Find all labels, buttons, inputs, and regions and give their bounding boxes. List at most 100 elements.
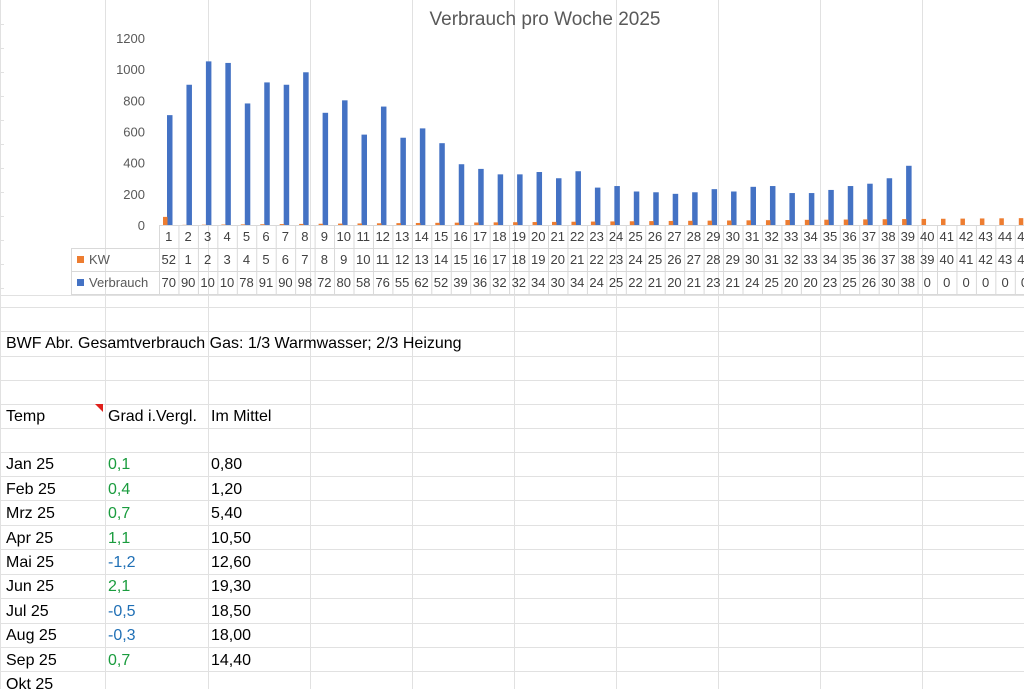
kw-bar[interactable] [1018,218,1024,225]
kw-bar[interactable] [163,216,168,225]
verbrauch-bar[interactable] [322,112,329,225]
month-cell[interactable]: Apr 25 [6,530,54,547]
grad-cell[interactable]: -1,2 [108,554,136,571]
grad-cell[interactable]: -0,5 [108,603,136,620]
kw-bar[interactable] [357,223,363,225]
kw-bar[interactable] [960,218,965,225]
kw-bar[interactable] [902,219,907,225]
verbrauch-bar[interactable] [750,186,757,225]
kw-bar[interactable] [882,219,888,225]
verbrauch-bar[interactable] [342,100,348,225]
kw-bar[interactable] [824,219,829,225]
verbrauch-bar[interactable] [653,192,659,225]
kw-bar[interactable] [552,221,557,225]
mittel-cell[interactable]: 0,80 [211,456,243,473]
mittel-cell[interactable]: 14,40 [211,652,252,669]
kw-bar[interactable] [921,218,927,225]
kw-bar[interactable] [843,219,849,225]
verbrauch-bar[interactable] [225,62,231,225]
month-cell[interactable]: Jul 25 [6,603,49,620]
verbrauch-bar[interactable] [380,106,387,225]
verbrauch-bar[interactable] [867,183,873,225]
kw-bar[interactable] [532,222,538,225]
mittel-cell[interactable]: 18,50 [211,603,252,620]
verbrauch-bar[interactable] [244,103,251,225]
kw-bar[interactable] [240,224,246,226]
kw-bar[interactable] [863,219,868,225]
kw-bar[interactable] [318,223,324,225]
weekly-consumption-chart[interactable]: Verbrauch pro Woche 2025 020040060080010… [0,0,1024,295]
grad-cell[interactable]: 0,7 [108,505,131,522]
month-cell[interactable]: Jun 25 [6,578,55,595]
verbrauch-bar[interactable] [633,191,640,225]
grad-cell[interactable]: 0,1 [108,456,131,473]
kw-bar[interactable] [707,220,713,225]
verbrauch-bar[interactable] [478,168,484,225]
note-text[interactable]: BWF Abr. Gesamtverbrauch Gas: 1/3 Warmwa… [6,335,462,352]
grad-cell[interactable]: 2,1 [108,578,131,595]
verbrauch-bar[interactable] [575,171,581,225]
kw-bar[interactable] [727,220,732,225]
verbrauch-bar[interactable] [789,193,795,225]
verbrauch-bar[interactable] [594,187,601,225]
verbrauch-bar[interactable] [283,84,290,225]
header-mittel[interactable]: Im Mittel [211,408,272,425]
kw-bar[interactable] [279,224,285,226]
verbrauch-bar[interactable] [419,128,426,225]
month-cell[interactable]: Okt 25 [6,676,54,693]
grad-cell[interactable]: -0,3 [108,627,136,644]
verbrauch-bar[interactable] [517,174,523,225]
verbrauch-bar[interactable] [614,186,620,225]
verbrauch-bar[interactable] [886,178,893,225]
verbrauch-bar[interactable] [847,186,854,225]
kw-bar[interactable] [979,218,985,225]
kw-bar[interactable] [649,221,654,225]
verbrauch-bar[interactable] [769,186,776,225]
verbrauch-bar[interactable] [186,84,192,225]
mittel-cell[interactable]: 5,40 [211,505,243,522]
verbrauch-bar[interactable] [497,174,504,225]
kw-bar[interactable] [454,222,460,225]
verbrauch-bar[interactable] [731,191,737,225]
verbrauch-bar[interactable] [439,143,445,225]
verbrauch-bar[interactable] [205,61,212,225]
mittel-cell[interactable]: 18,00 [211,627,252,644]
kw-bar[interactable] [688,220,693,225]
verbrauch-bar[interactable] [303,72,309,226]
month-cell[interactable]: Jan 25 [6,456,55,473]
kw-bar[interactable] [941,218,946,225]
month-cell[interactable]: Mai 25 [6,554,55,571]
verbrauch-bar[interactable] [361,134,368,225]
kw-bar[interactable] [765,220,771,225]
mittel-cell[interactable]: 12,60 [211,554,252,571]
kw-bar[interactable] [668,220,674,225]
kw-bar[interactable] [590,221,596,225]
kw-bar[interactable] [435,222,440,225]
grad-cell[interactable]: 0,7 [108,652,131,669]
month-cell[interactable]: Feb 25 [6,481,56,498]
grad-cell[interactable]: 0,4 [108,481,131,498]
verbrauch-bar[interactable] [167,115,173,225]
verbrauch-bar[interactable] [536,172,543,225]
verbrauch-bar[interactable] [458,164,465,225]
month-cell[interactable]: Mrz 25 [6,505,55,522]
verbrauch-bar[interactable] [692,192,698,225]
verbrauch-bar[interactable] [400,137,406,225]
mittel-cell[interactable]: 10,50 [211,530,252,547]
kw-bar[interactable] [299,223,304,225]
header-temp[interactable]: Temp [6,408,46,425]
verbrauch-bar[interactable] [808,193,815,225]
verbrauch-bar[interactable] [672,193,679,225]
kw-bar[interactable] [804,219,810,225]
kw-bar[interactable] [493,222,499,225]
verbrauch-bar[interactable] [556,178,562,225]
kw-bar[interactable] [513,222,518,225]
kw-bar[interactable] [629,221,635,225]
kw-bar[interactable] [396,223,401,225]
verbrauch-bar[interactable] [828,189,834,225]
mittel-cell[interactable]: 1,20 [211,481,243,498]
kw-bar[interactable] [376,223,382,225]
comment-indicator-icon[interactable] [95,404,103,412]
kw-bar[interactable] [785,220,790,225]
mittel-cell[interactable]: 19,30 [211,578,252,595]
